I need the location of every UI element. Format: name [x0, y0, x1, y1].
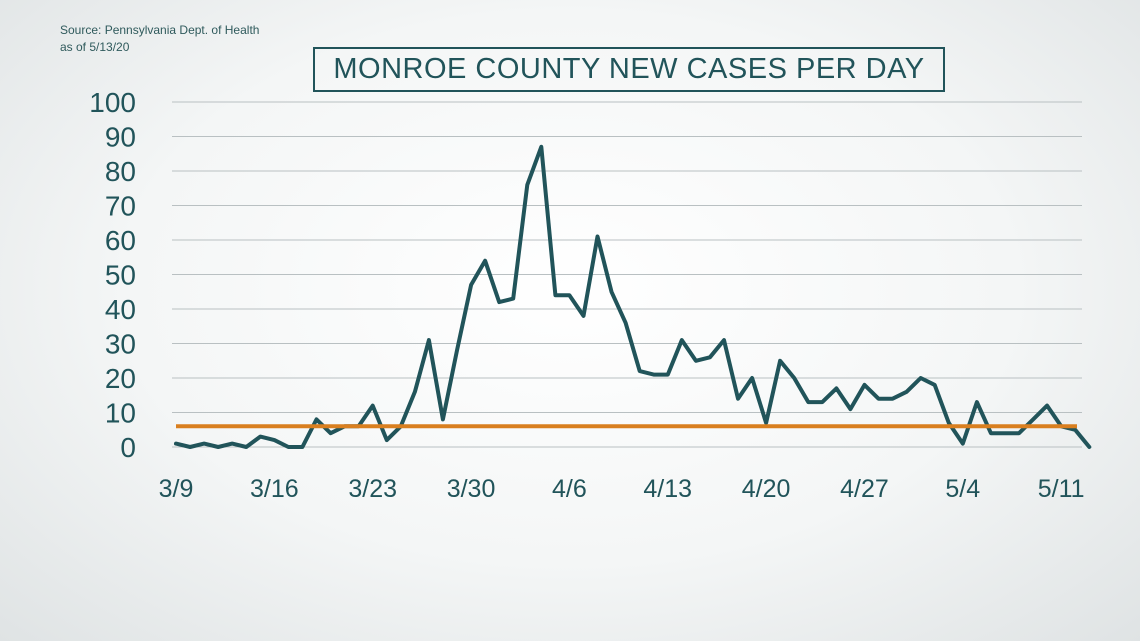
y-tick-label: 40	[105, 294, 136, 325]
source-note: Source: Pennsylvania Dept. of Health as …	[60, 22, 259, 56]
y-tick-label: 60	[105, 225, 136, 256]
y-tick-label: 80	[105, 156, 136, 187]
x-tick-label: 4/13	[643, 475, 692, 503]
x-tick-label: 4/20	[742, 475, 791, 503]
y-tick-label: 50	[105, 260, 136, 291]
x-tick-label: 4/6	[552, 475, 587, 503]
as-of-date: as of 5/13/20	[60, 40, 130, 54]
y-tick-label: 0	[120, 432, 136, 463]
y-tick-label: 10	[105, 398, 136, 429]
y-tick-label: 30	[105, 329, 136, 360]
x-tick-label: 3/23	[348, 475, 397, 503]
y-tick-label: 20	[105, 363, 136, 394]
chart-title: MONROE COUNTY NEW CASES PER DAY	[333, 53, 925, 85]
series-layer	[174, 144, 1092, 449]
x-tick-label: 5/11	[1038, 475, 1085, 503]
x-tick-label: 5/4	[945, 475, 980, 503]
x-axis-ticks: 3/9 3/16 3/23 3/30 4/6 4/13 4/20 4/27 5/4 5/11	[159, 475, 1085, 503]
daily-cases-line	[174, 144, 1092, 449]
x-tick-label: 3/30	[447, 475, 496, 503]
y-tick-label: 90	[105, 122, 136, 153]
gridlines	[172, 101, 1082, 448]
x-tick-label: 3/9	[159, 475, 194, 503]
x-tick-label: 3/16	[250, 475, 299, 503]
x-tick-label: 4/27	[840, 475, 889, 503]
source-line: Source: Pennsylvania Dept. of Health	[60, 23, 260, 37]
chart-title-box: MONROE COUNTY NEW CASES PER DAY	[313, 47, 945, 92]
y-tick-label: 100	[89, 87, 136, 118]
y-tick-label: 70	[105, 191, 136, 222]
